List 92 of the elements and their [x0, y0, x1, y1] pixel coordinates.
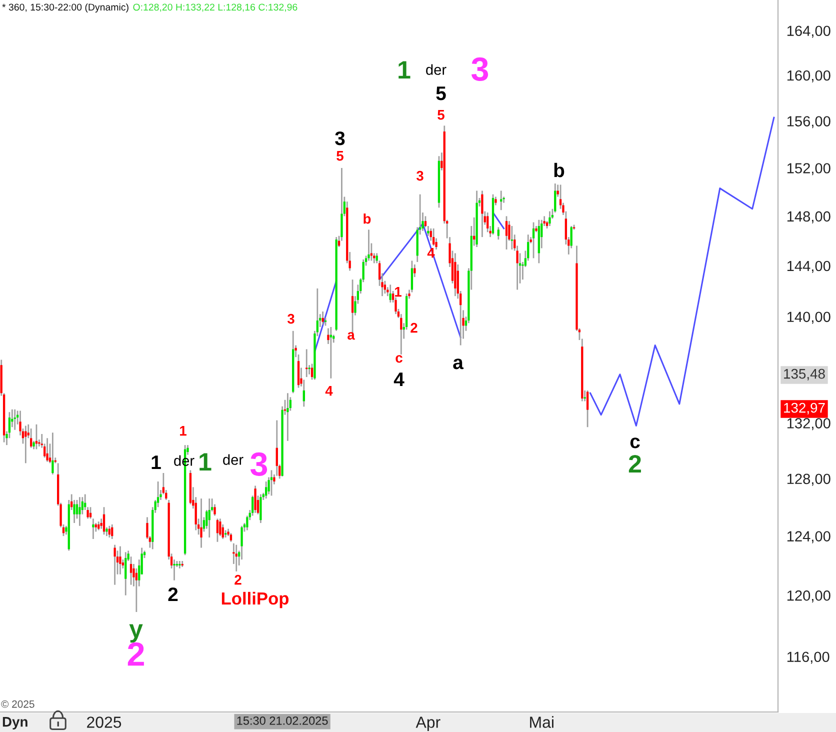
- annotation: b: [554, 162, 564, 178]
- annotation: der: [426, 64, 446, 75]
- annotation: LolliPop: [222, 592, 289, 608]
- chart-subtitle: O:128,20 H:133,22 L:128,16 C:132,96: [133, 4, 298, 12]
- y-tick-label: 156,00: [787, 116, 830, 128]
- text: 132,97: [784, 402, 825, 414]
- annotation: 3: [471, 57, 488, 81]
- candlestick: [486, 212, 489, 233]
- y-tick-label: 140,00: [787, 312, 830, 324]
- annotation: der: [223, 454, 244, 465]
- candlestick: [14, 408, 16, 431]
- annotation: c: [630, 438, 640, 448]
- annotation: c: [396, 355, 402, 363]
- annotation: a: [348, 332, 355, 340]
- candlestick: [102, 506, 106, 536]
- y-tick-label: 164,00: [787, 26, 830, 38]
- candlestick: [389, 284, 392, 304]
- y-tick-label: 128,00: [787, 474, 830, 486]
- annotation: 5: [438, 110, 444, 120]
- annotation: 3: [287, 314, 294, 324]
- candlestick: [78, 496, 81, 527]
- annotation: 1: [395, 287, 402, 297]
- candlestick: [432, 228, 435, 246]
- candlestick: [322, 310, 324, 326]
- annotation: 1: [200, 453, 212, 470]
- candlestick: [481, 190, 484, 238]
- candlestick: [100, 518, 102, 530]
- x-tick-label: Apr: [416, 716, 440, 732]
- x-tick-label: 15:30 21.02.2025: [237, 716, 328, 725]
- annotation: 3: [250, 452, 268, 476]
- candlestick: [119, 546, 122, 576]
- annotation: b: [364, 214, 371, 224]
- candlestick: [497, 226, 500, 240]
- chart-title: * 360, 15:30-22:00 (Dynamic): [2, 3, 128, 13]
- x-tick-label: Mai: [530, 716, 554, 728]
- candlestick: [265, 480, 268, 500]
- candlestick: [46, 437, 48, 462]
- candlestick: [400, 313, 402, 356]
- y-tick-label: 116,00: [787, 652, 830, 664]
- annotation: 4: [325, 386, 333, 396]
- candlestick: [286, 392, 289, 442]
- annotation: 1: [152, 456, 161, 470]
- candlestick: [114, 544, 116, 586]
- annotation: a: [453, 358, 464, 370]
- candlestick: [500, 190, 502, 211]
- candlestick: [111, 524, 114, 540]
- annotation: 2: [410, 322, 418, 333]
- annotation: 1: [180, 426, 186, 436]
- x-tick-label: 2025: [87, 716, 122, 728]
- annotation: 2: [128, 642, 144, 666]
- candlestick: [200, 498, 202, 548]
- y-tick-label: 148,00: [787, 211, 830, 224]
- line-series: [589, 116, 775, 427]
- candlestick: [224, 530, 227, 538]
- annotation: 3: [416, 170, 424, 181]
- annotation: © 2025: [1, 700, 34, 708]
- candlestick: [510, 225, 513, 250]
- annotation: 3: [335, 131, 345, 146]
- annotation: 5: [336, 151, 344, 161]
- candlestick: [92, 518, 94, 540]
- annotation: 2: [628, 455, 641, 472]
- y-tick-label: 160,00: [787, 70, 830, 82]
- annotation: 2: [168, 587, 178, 602]
- y-tick-label: 120,00: [787, 590, 830, 602]
- candlestick: [270, 470, 273, 496]
- candlestick: [548, 210, 551, 227]
- y-tick-label: 144,00: [787, 260, 830, 273]
- y-tick-label: 132,00: [787, 418, 830, 430]
- candlestick: [505, 215, 508, 250]
- y-tick-label: 124,00: [787, 531, 830, 544]
- text: 135,48: [784, 368, 825, 380]
- text: Dyn: [2, 717, 28, 730]
- annotation: 1: [398, 61, 410, 78]
- candlestick: [52, 432, 54, 476]
- annotation: 2: [234, 574, 242, 585]
- candlestick: [235, 544, 238, 572]
- y-tick-label: 152,00: [787, 163, 830, 176]
- candlestick: [430, 228, 432, 242]
- candlestick: [586, 390, 589, 428]
- annotation: y: [129, 624, 143, 643]
- candlestick: [216, 518, 219, 543]
- candlestick: [306, 348, 308, 378]
- candlestick: [30, 428, 32, 449]
- candlestick: [124, 551, 127, 596]
- candlestick: [532, 222, 535, 259]
- candlestick: [260, 494, 262, 524]
- candlestick: [24, 425, 27, 464]
- candlestick: [254, 485, 256, 514]
- candlestick: [208, 498, 210, 538]
- candlestick: [368, 228, 370, 262]
- annotation: 5: [436, 86, 446, 100]
- annotation: 4: [394, 372, 404, 386]
